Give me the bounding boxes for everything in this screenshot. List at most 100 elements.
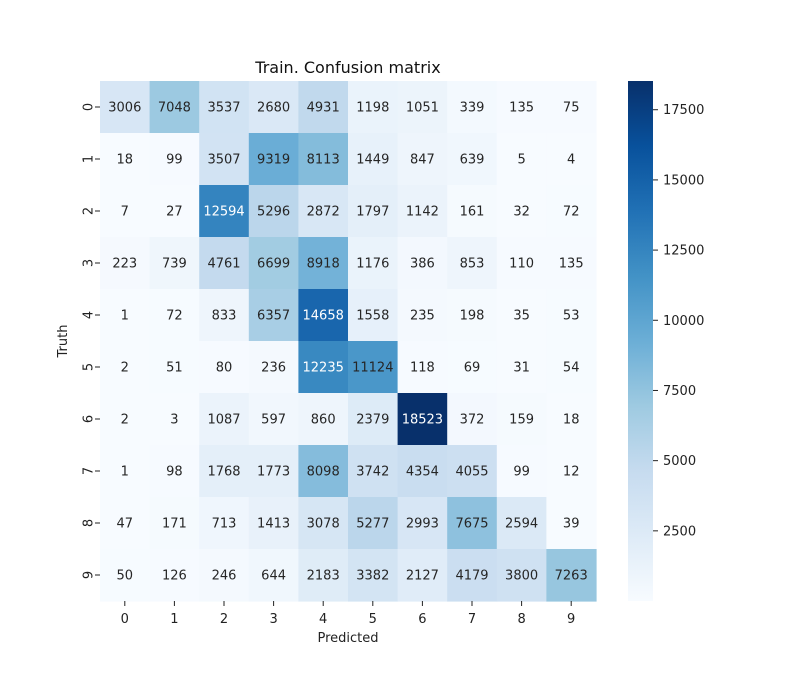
cell-value-label: 47 [117,517,134,532]
cell-value-label: 3382 [356,569,389,584]
y-tick-label: 8 [82,519,97,527]
colorbar-tick-label: 2500 [663,524,696,539]
heatmap-cell [397,497,448,550]
cell-value-label: 3800 [505,569,538,584]
cell-value-label: 644 [261,569,286,584]
x-tick-label: 8 [517,612,525,627]
heatmap-cell [149,393,200,446]
cell-value-label: 713 [212,517,237,532]
heatmap-cell [298,341,349,394]
cell-value-label: 2993 [406,517,439,532]
heatmap-cell [546,393,597,446]
cell-value-label: 4055 [455,465,488,480]
heatmap-cell [149,549,200,602]
heatmap-cell [546,445,597,498]
heatmap-cell [447,133,498,186]
cell-value-label: 31 [513,361,530,376]
y-tick-label: 9 [82,571,97,579]
cell-value-label: 339 [460,101,485,116]
cell-value-label: 69 [464,361,481,376]
cell-value-label: 1558 [356,309,389,324]
heatmap-cell [248,133,299,186]
heatmap-cell [348,185,399,238]
cell-value-label: 126 [162,569,187,584]
cell-value-label: 14658 [303,309,344,324]
heatmap-cell [100,497,151,550]
cell-value-label: 32 [513,205,530,220]
heatmap-cell [100,133,151,186]
heatmap-cell [199,393,250,446]
cell-value-label: 2872 [307,205,340,220]
y-tick-label: 1 [82,155,97,163]
heatmap-cell [248,185,299,238]
heatmap-cell [496,497,547,550]
heatmap-cell [397,289,448,342]
heatmap-cell [496,81,547,134]
heatmap-cell [348,341,399,394]
heatmap-cell [100,549,151,602]
heatmap-cell [199,497,250,550]
cell-value-label: 1413 [257,517,290,532]
cell-value-label: 35 [513,309,530,324]
heatmap-cell [100,341,151,394]
heatmap-cell [298,497,349,550]
cell-value-label: 2 [121,361,129,376]
heatmap-cell [496,289,547,342]
cell-value-label: 3507 [207,153,240,168]
cell-value-label: 18 [117,153,134,168]
heatmap-cell [298,185,349,238]
heatmap-cell [298,81,349,134]
x-axis-label: Predicted [317,631,378,646]
heatmap-cell [397,341,448,394]
cell-value-label: 3078 [307,517,340,532]
cell-value-label: 5277 [356,517,389,532]
heatmap-cell [348,549,399,602]
cell-value-label: 72 [563,205,580,220]
cell-value-label: 4179 [455,569,488,584]
heatmap-cell [100,81,151,134]
heatmap-cell [149,341,200,394]
heatmap-cell [348,497,399,550]
cell-value-label: 847 [410,153,435,168]
heatmap-cell [397,81,448,134]
heatmap-cell [397,445,448,498]
heatmap-cell [149,81,200,134]
cell-value-label: 6357 [257,309,290,324]
cell-value-label: 18523 [402,413,443,428]
heatmap-cell [496,133,547,186]
heatmap-cell [248,497,299,550]
heatmap-cell [149,185,200,238]
cell-value-label: 2127 [406,569,439,584]
cell-value-label: 2 [121,413,129,428]
heatmap-cell [298,237,349,290]
heatmap-cell [149,237,200,290]
cell-value-label: 9319 [257,153,290,168]
cell-value-label: 80 [216,361,233,376]
colorbar-ticks: 2500 5000 7500 10000 12500 15000 17500 [653,103,704,539]
heatmap-cell [100,393,151,446]
cell-value-label: 198 [460,309,485,324]
cell-value-label: 2680 [257,101,290,116]
heatmap-cell [298,289,349,342]
cell-value-label: 833 [212,309,237,324]
heatmap-cell [496,237,547,290]
colorbar-tick-label: 15000 [663,173,704,188]
cell-value-label: 50 [117,569,134,584]
cell-value-label: 8918 [307,257,340,272]
cell-value-label: 8098 [307,465,340,480]
x-tick-label: 3 [269,612,277,627]
cell-value-label: 597 [261,413,286,428]
heatmap-cell [546,81,597,134]
x-tick-label: 2 [220,612,228,627]
cell-value-label: 386 [410,257,435,272]
heatmap-cell [199,341,250,394]
cell-value-label: 3 [170,413,178,428]
cell-value-label: 159 [509,413,534,428]
cell-value-label: 12235 [303,361,344,376]
x-tick-label: 5 [369,612,377,627]
heatmap-cell [496,393,547,446]
heatmap-cell [397,393,448,446]
chart-title: Train. Confusion matrix [254,58,440,77]
cell-value-label: 98 [166,465,183,480]
cell-value-label: 739 [162,257,187,272]
